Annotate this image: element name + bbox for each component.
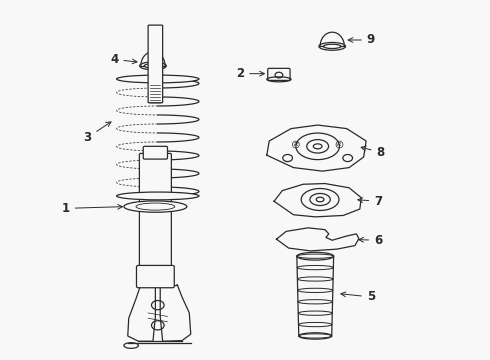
Text: 8: 8 [361,146,385,159]
Text: R: R [294,142,298,147]
FancyBboxPatch shape [148,25,163,103]
Ellipse shape [117,192,199,200]
Text: 9: 9 [348,33,375,46]
Text: 6: 6 [359,234,382,247]
Text: 2: 2 [236,67,265,80]
Ellipse shape [117,75,199,83]
Text: 5: 5 [341,291,375,303]
FancyBboxPatch shape [149,82,161,103]
Text: 3: 3 [83,122,111,144]
FancyBboxPatch shape [137,265,174,288]
Text: 4: 4 [110,53,137,66]
Ellipse shape [124,201,187,212]
Text: R: R [337,142,342,147]
Text: 1: 1 [62,202,122,215]
FancyBboxPatch shape [139,153,172,271]
Text: 7: 7 [358,195,382,208]
Ellipse shape [124,343,138,348]
FancyBboxPatch shape [143,146,168,159]
